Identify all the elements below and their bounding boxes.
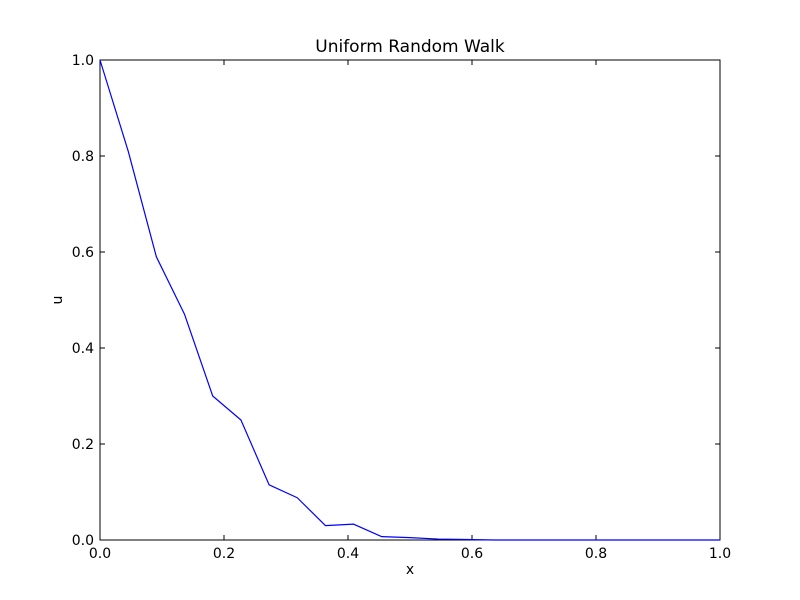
axes-frame (99, 59, 721, 541)
x-axis-label: x (406, 562, 414, 578)
y-tick-label: 0.2 (72, 437, 94, 453)
x-tick-label: 0.4 (337, 546, 359, 562)
tick-labels: 0.0 0.2 0.4 0.6 0.8 1.0 0.0 0.2 0.4 0.6 0.8 1.0 (72, 53, 731, 562)
y-tick-label: 0.8 (72, 149, 94, 165)
x-tick-label: 1.0 (709, 546, 731, 562)
series-line (99, 59, 720, 541)
y-tick-label: 0.0 (72, 533, 94, 549)
x-tick-label: 0.8 (585, 546, 607, 562)
x-tick-label: 0.2 (213, 546, 235, 562)
x-tick-label: 0.6 (461, 546, 483, 562)
axis-ticks (99, 59, 721, 541)
y-axis-label: u (50, 296, 66, 305)
y-tick-label: 1.0 (72, 53, 94, 69)
x-tick-label: 0.0 (89, 546, 111, 562)
y-tick-label: 0.4 (72, 341, 94, 357)
chart-title: Uniform Random Walk (315, 37, 505, 57)
series-layer (99, 59, 720, 541)
plot-area (99, 59, 721, 541)
y-tick-label: 0.6 (72, 245, 94, 261)
